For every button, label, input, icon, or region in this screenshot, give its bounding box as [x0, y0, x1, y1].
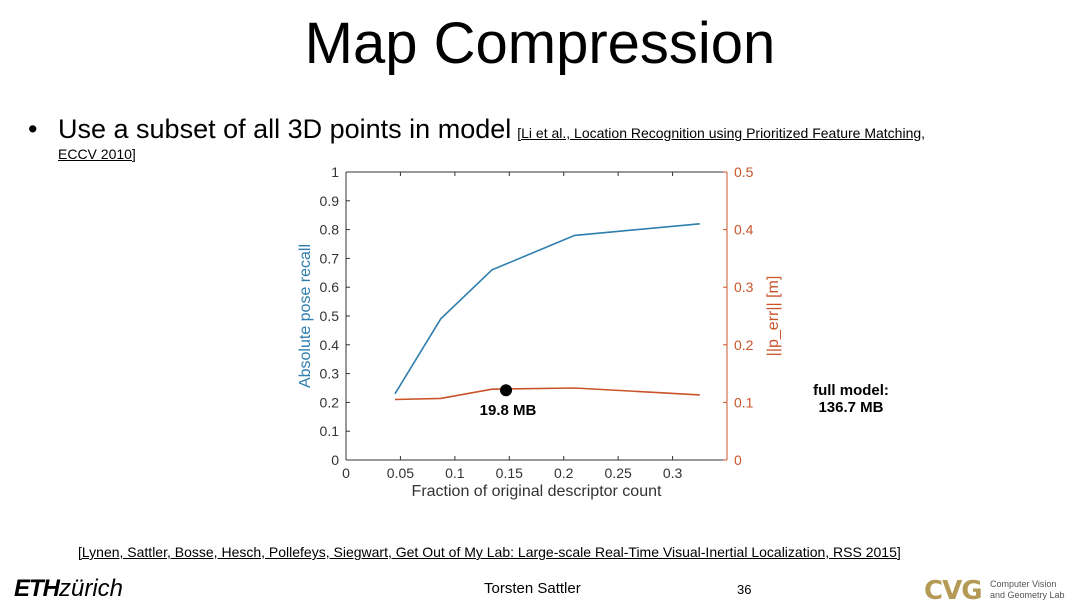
y-left-tick-label: 1 [331, 164, 339, 180]
annotation-19-8mb: 19.8 MB [479, 402, 537, 419]
footer-author: Torsten Sattler [484, 580, 581, 597]
y-right-tick-label: 0.2 [734, 337, 754, 353]
bullet-dot: • [28, 114, 38, 144]
bullet-text-container: Use a subset of all 3D points in model [L… [58, 112, 925, 150]
y-left-tick-label: 0.6 [320, 279, 340, 295]
annotation-full-model: full model: 136.7 MB [796, 382, 906, 416]
marker-point [500, 384, 513, 397]
x-tick-label: 0.3 [663, 465, 683, 481]
cvg-logo-mark: CVG [924, 576, 982, 604]
cvg-logo-text-line1: Computer Vision [990, 579, 1056, 589]
y-right-tick-label: 0.4 [734, 222, 754, 238]
y-left-tick-label: 0.3 [320, 366, 340, 382]
x-axis-label: Fraction of original descriptor count [412, 483, 662, 500]
reference-link-lynen[interactable]: [Lynen, Sattler, Bosse, Hesch, Pollefeys… [78, 544, 901, 560]
eth-logo: ETHzürich [14, 575, 123, 603]
y-right-tick-label: 0.1 [734, 394, 754, 410]
y-left-tick-label: 0.8 [320, 222, 340, 238]
x-tick-label: 0.05 [387, 465, 414, 481]
citation-link-li[interactable]: [Li et al., Location Recognition using P… [517, 125, 926, 141]
y-left-tick-label: 0.4 [320, 337, 340, 353]
x-tick-label: 0.25 [605, 465, 632, 481]
bullet-text: Use a subset of all 3D points in model [58, 114, 512, 144]
y-axis-right-label: ||p_err|| [m] [765, 276, 782, 357]
y-right-tick-label: 0.3 [734, 279, 754, 295]
x-tick-label: 0.1 [445, 465, 465, 481]
annotation-full-model-line2: 136.7 MB [818, 399, 884, 416]
citation-link-li-continued[interactable]: ECCV 2010] [58, 146, 136, 162]
y-axis-left-label: Absolute pose recall [297, 244, 314, 388]
x-tick-label: 0.2 [554, 465, 574, 481]
y-left-tick-label: 0.7 [320, 250, 340, 266]
y-left-tick-label: 0.2 [320, 394, 340, 410]
y-left-tick-label: 0.9 [320, 193, 340, 209]
error-series-line [394, 387, 700, 401]
y-left-tick-label: 0 [331, 452, 339, 468]
eth-logo-rest: zürich [59, 575, 124, 602]
cvg-logo: CVG Computer Vision and Geometry Lab [924, 576, 1065, 604]
y-right-tick-label: 0.5 [734, 164, 754, 180]
x-tick-label: 0.15 [496, 465, 523, 481]
eth-logo-bold: ETH [14, 575, 60, 602]
y-right-tick-label: 0 [734, 452, 742, 468]
annotation-full-model-line1: full model: [813, 382, 889, 399]
cvg-logo-text-line2: and Geometry Lab [990, 590, 1065, 600]
y-left-tick-label: 0.5 [320, 308, 340, 324]
x-tick-label: 0 [342, 465, 350, 481]
page-number: 36 [737, 582, 752, 597]
slide-title: Map Compression [304, 11, 776, 76]
recall-series-line [394, 223, 700, 395]
y-left-tick-label: 0.1 [320, 423, 340, 439]
